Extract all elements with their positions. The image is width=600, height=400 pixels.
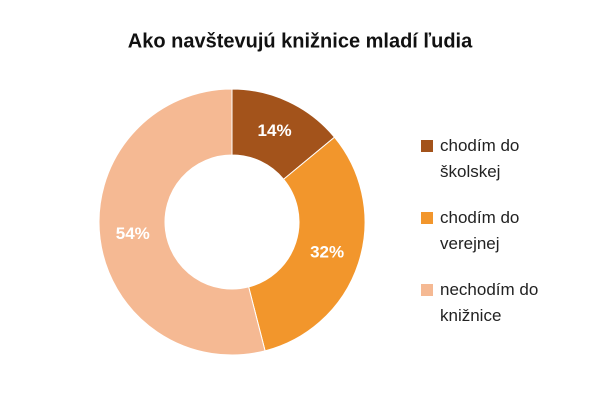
data-label: 54% bbox=[116, 224, 150, 243]
legend-label: nechodím do knižnice bbox=[440, 280, 539, 325]
legend-swatch bbox=[421, 284, 433, 296]
data-label: 32% bbox=[310, 242, 344, 261]
chart-title: Ako navštevujú knižnice mladí ľudia bbox=[128, 30, 473, 52]
legend-label: chodím do verejnej bbox=[440, 208, 520, 253]
data-label: 14% bbox=[258, 121, 292, 140]
donut-slice bbox=[98, 88, 266, 356]
legend-swatch bbox=[421, 212, 433, 224]
legend-label: chodím do školskej bbox=[440, 136, 520, 181]
donut-slice bbox=[248, 136, 366, 352]
legend-swatch bbox=[421, 140, 433, 152]
